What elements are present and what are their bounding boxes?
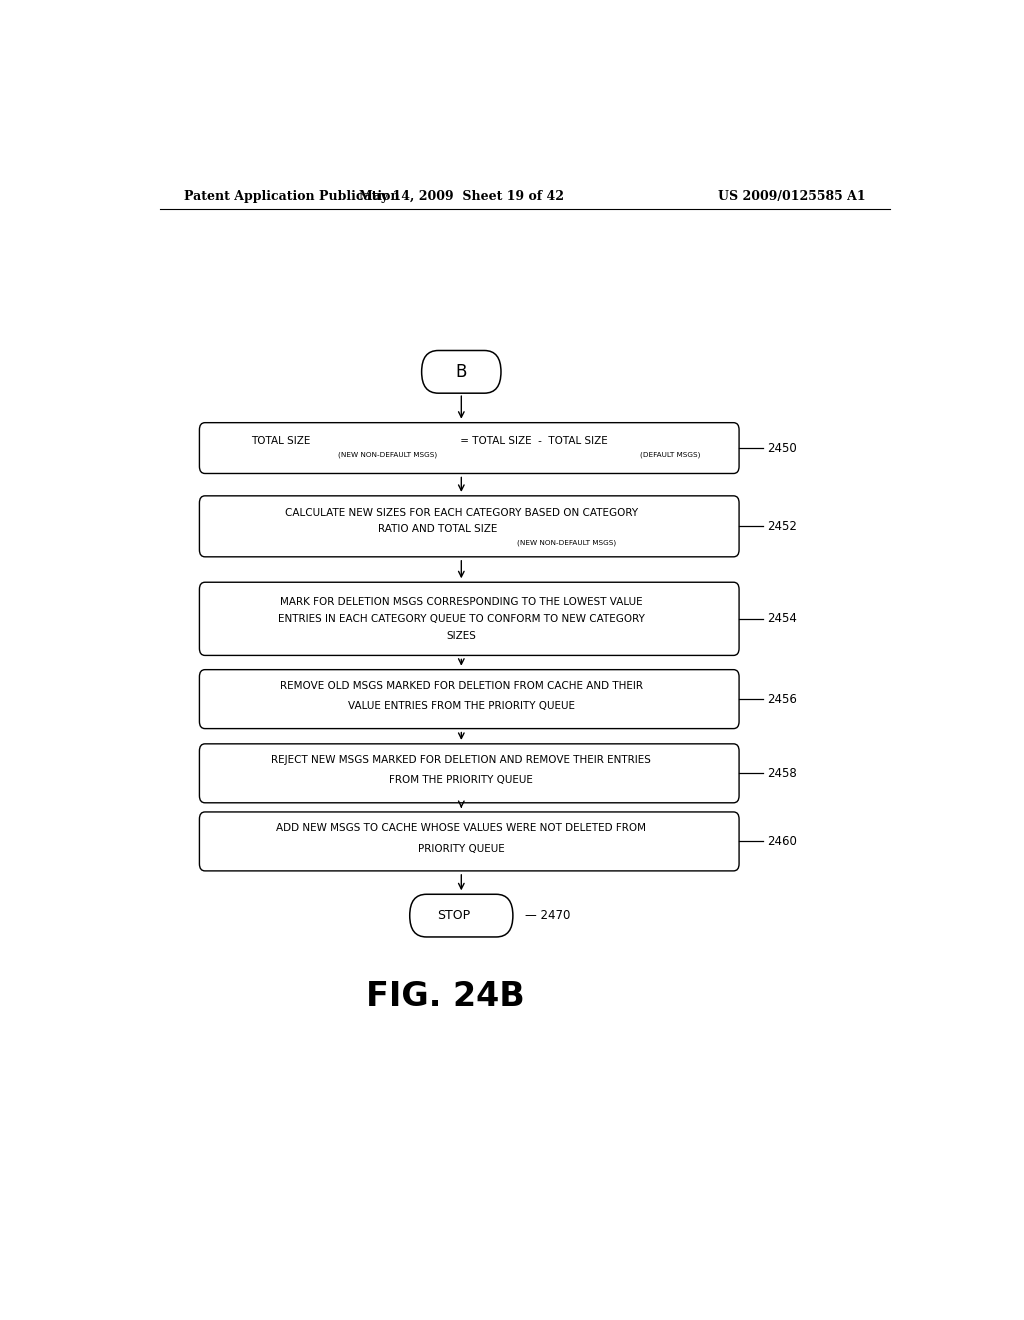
Text: PRIORITY QUEUE: PRIORITY QUEUE xyxy=(418,843,505,854)
Text: 2456: 2456 xyxy=(767,693,797,706)
Text: VALUE ENTRIES FROM THE PRIORITY QUEUE: VALUE ENTRIES FROM THE PRIORITY QUEUE xyxy=(348,701,574,711)
Text: ENTRIES IN EACH CATEGORY QUEUE TO CONFORM TO NEW CATEGORY: ENTRIES IN EACH CATEGORY QUEUE TO CONFOR… xyxy=(278,614,645,624)
Text: TOTAL SIZE: TOTAL SIZE xyxy=(251,436,310,446)
FancyBboxPatch shape xyxy=(410,894,513,937)
Text: (DEFAULT MSGS): (DEFAULT MSGS) xyxy=(640,451,700,458)
Text: FIG. 24B: FIG. 24B xyxy=(366,981,525,1014)
FancyBboxPatch shape xyxy=(200,744,739,803)
FancyBboxPatch shape xyxy=(200,496,739,557)
Text: Patent Application Publication: Patent Application Publication xyxy=(183,190,399,202)
FancyBboxPatch shape xyxy=(200,582,739,656)
Text: ADD NEW MSGS TO CACHE WHOSE VALUES WERE NOT DELETED FROM: ADD NEW MSGS TO CACHE WHOSE VALUES WERE … xyxy=(276,824,646,833)
Text: STOP: STOP xyxy=(437,909,470,923)
Text: B: B xyxy=(456,363,467,381)
Text: 2454: 2454 xyxy=(767,612,797,626)
Text: (NEW NON-DEFAULT MSGS): (NEW NON-DEFAULT MSGS) xyxy=(338,451,437,458)
FancyBboxPatch shape xyxy=(200,669,739,729)
Text: REJECT NEW MSGS MARKED FOR DELETION AND REMOVE THEIR ENTRIES: REJECT NEW MSGS MARKED FOR DELETION AND … xyxy=(271,755,651,766)
Text: 2458: 2458 xyxy=(767,767,797,780)
Text: RATIO AND TOTAL SIZE: RATIO AND TOTAL SIZE xyxy=(378,524,498,535)
Text: FROM THE PRIORITY QUEUE: FROM THE PRIORITY QUEUE xyxy=(389,775,534,785)
Text: REMOVE OLD MSGS MARKED FOR DELETION FROM CACHE AND THEIR: REMOVE OLD MSGS MARKED FOR DELETION FROM… xyxy=(280,681,643,690)
Text: (NEW NON-DEFAULT MSGS): (NEW NON-DEFAULT MSGS) xyxy=(517,540,616,546)
Text: — 2470: — 2470 xyxy=(524,909,570,923)
Text: 2460: 2460 xyxy=(767,836,797,847)
FancyBboxPatch shape xyxy=(422,351,501,393)
Text: MARK FOR DELETION MSGS CORRESPONDING TO THE LOWEST VALUE: MARK FOR DELETION MSGS CORRESPONDING TO … xyxy=(280,597,643,607)
Text: = TOTAL SIZE  -  TOTAL SIZE: = TOTAL SIZE - TOTAL SIZE xyxy=(458,436,608,446)
Text: SIZES: SIZES xyxy=(446,631,476,642)
FancyBboxPatch shape xyxy=(200,422,739,474)
FancyBboxPatch shape xyxy=(200,812,739,871)
Text: 2452: 2452 xyxy=(767,520,797,533)
Text: CALCULATE NEW SIZES FOR EACH CATEGORY BASED ON CATEGORY: CALCULATE NEW SIZES FOR EACH CATEGORY BA… xyxy=(285,508,638,519)
Text: May 14, 2009  Sheet 19 of 42: May 14, 2009 Sheet 19 of 42 xyxy=(358,190,564,202)
Text: US 2009/0125585 A1: US 2009/0125585 A1 xyxy=(719,190,866,202)
Text: 2450: 2450 xyxy=(767,442,797,454)
